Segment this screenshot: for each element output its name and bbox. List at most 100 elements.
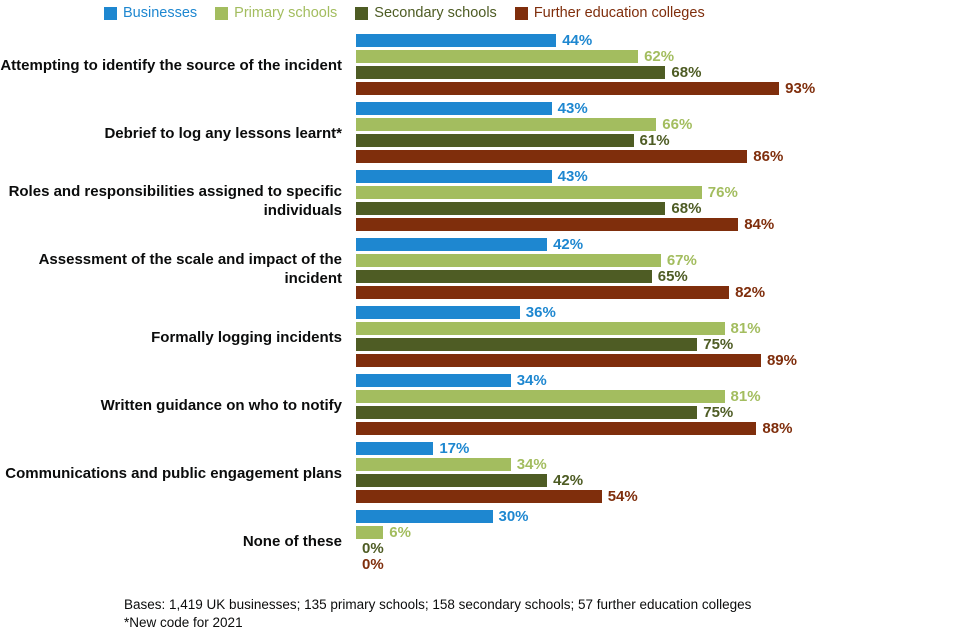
legend-label: Primary schools [234, 5, 338, 21]
bar-businesses [356, 442, 434, 455]
bar-businesses [356, 102, 552, 115]
bar-value: 42% [553, 236, 584, 253]
legend-swatch-icon [514, 6, 528, 20]
bar-secondary-schools [356, 66, 666, 79]
bar-value: 65% [657, 268, 688, 285]
bar-further-education-colleges [356, 490, 602, 503]
category-label: Debrief to log any lessons learnt* [104, 124, 342, 142]
bar-businesses [356, 238, 548, 251]
bar-line: 0% [356, 556, 960, 573]
bar-further-education-colleges [356, 218, 739, 231]
category-label: Communications and public engagement pla… [5, 464, 342, 482]
bar-businesses [356, 34, 557, 47]
bar-value: 81% [730, 388, 761, 405]
category-label: Assessment of the scale and impact of th… [38, 251, 342, 287]
legend-swatch-icon [215, 6, 229, 20]
legend-item-primary-schools: Primary schools [215, 6, 337, 21]
legend-label: Further education colleges [533, 5, 705, 21]
bar-value: 0% [362, 540, 384, 557]
bar-line: 6% [356, 525, 960, 540]
bar-line: 62% [356, 48, 960, 65]
bar-group: 36% 81% 75% 89% [356, 305, 960, 370]
bar-value: 89% [766, 352, 797, 369]
bar-secondary-schools [356, 270, 652, 283]
bar-value: 54% [607, 488, 638, 505]
bar-primary-schools [356, 118, 657, 131]
bar-line: 75% [356, 336, 960, 353]
bar-line: 34% [356, 456, 960, 473]
bar-group: 17% 34% 42% 54% [356, 440, 960, 506]
bar-value: 84% [744, 216, 775, 233]
chart-row: None of these 30% 6% 0% 0% [0, 508, 960, 578]
bar-primary-schools [356, 254, 661, 267]
bar-value: 62% [644, 48, 675, 65]
bar-line: 43% [356, 100, 960, 117]
bar-value: 61% [639, 132, 670, 149]
bar-secondary-schools [356, 202, 666, 215]
bar-secondary-schools [356, 474, 548, 487]
bar-primary-schools [356, 390, 725, 403]
bar-group: 43% 76% 68% 84% [356, 168, 960, 234]
bar-value: 67% [666, 252, 697, 269]
chart-row: Debrief to log any lessons learnt* 43% 66%… [0, 100, 960, 170]
chart-row: Roles and responsibilities assigned to s… [0, 168, 960, 238]
legend-swatch-icon [104, 6, 117, 20]
footnote-bases: Bases: 1,419 UK businesses; 135 primary … [124, 597, 752, 612]
bar-value: 34% [516, 456, 547, 473]
bar-value: 44% [562, 32, 593, 49]
bar-value: 30% [498, 508, 529, 525]
bar-line: 68% [356, 65, 960, 80]
bar-line: 84% [356, 216, 960, 233]
bar-line: 68% [356, 200, 960, 217]
bar-primary-schools [356, 526, 384, 539]
bar-line: 66% [356, 116, 960, 133]
bar-value: 75% [703, 336, 734, 353]
category-label: Written guidance on who to notify [100, 396, 342, 414]
legend-swatch-icon [355, 6, 369, 20]
category-label: Roles and responsibilities assigned to s… [8, 183, 342, 219]
bar-line: 43% [356, 168, 960, 185]
bar-value: 68% [671, 200, 702, 217]
bar-value: 76% [707, 184, 738, 201]
bar-value: 93% [785, 80, 816, 97]
bar-value: 66% [662, 116, 693, 133]
legend-label: Businesses [123, 5, 198, 21]
category-label: Formally logging incidents [151, 328, 342, 346]
bar-primary-schools [356, 186, 702, 199]
bar-businesses [356, 170, 552, 183]
bar-line: 81% [356, 321, 960, 336]
bar-line: 17% [356, 440, 960, 457]
bar-value: 17% [439, 440, 470, 457]
bar-line: 76% [356, 184, 960, 201]
bar-line: 34% [356, 373, 960, 388]
bar-value: 0% [362, 556, 384, 573]
bar-line: 81% [356, 388, 960, 405]
bar-line: 61% [356, 132, 960, 149]
bar-line: 89% [356, 352, 960, 369]
bar-primary-schools [356, 458, 511, 471]
bar-businesses [356, 510, 493, 523]
bar-secondary-schools [356, 338, 698, 351]
bar-group: 42% 67% 65% 82% [356, 236, 960, 302]
legend-label: Secondary schools [374, 5, 497, 21]
bar-value: 43% [557, 168, 588, 185]
footnotes: Bases: 1,419 UK businesses; 135 primary … [124, 596, 751, 631]
category-label: None of these [242, 532, 342, 550]
chart-row: Assessment of the scale and impact of th… [0, 236, 960, 306]
bar-secondary-schools [356, 406, 698, 419]
bar-line: 88% [356, 421, 960, 436]
bar-line: 42% [356, 472, 960, 489]
bar-further-education-colleges [356, 286, 730, 299]
bar-line: 65% [356, 268, 960, 285]
bar-further-education-colleges [356, 82, 780, 95]
chart-row: Formally logging incidents 36% 81% 75% 89% [0, 305, 960, 374]
bar-line: 42% [356, 236, 960, 253]
bar-value: 43% [557, 100, 588, 117]
bar-businesses [356, 306, 520, 319]
bar-further-education-colleges [356, 150, 748, 163]
bar-value: 42% [553, 472, 584, 489]
bar-further-education-colleges [356, 354, 761, 367]
bar-group: 44% 62% 68% 93% [356, 32, 960, 98]
chart-rows: Attempting to identify the source of the… [0, 32, 960, 578]
